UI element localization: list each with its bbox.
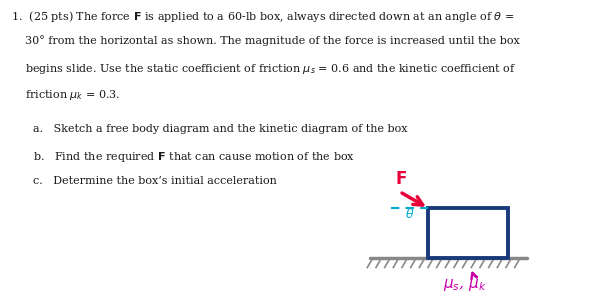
Text: friction $\mu_k$ = 0.3.: friction $\mu_k$ = 0.3. [11, 88, 120, 102]
Text: a.   Sketch a free body diagram and the kinetic diagram of the box: a. Sketch a free body diagram and the ki… [33, 124, 407, 134]
Text: b.   Find the required $\mathbf{F}$ that can cause motion of the box: b. Find the required $\mathbf{F}$ that c… [33, 150, 355, 164]
Text: $\theta$: $\theta$ [405, 207, 414, 221]
Text: $\mathbf{F}$: $\mathbf{F}$ [395, 170, 407, 188]
Bar [428, 208, 508, 258]
Text: begins slide. Use the static coefficient of friction $\mu_s$ = 0.6 and the kinet: begins slide. Use the static coefficient… [11, 62, 516, 76]
Text: $\mu_s$, $\mu_k$: $\mu_s$, $\mu_k$ [443, 277, 486, 293]
Text: 30° from the horizontal as shown. The magnitude of the force is increased until : 30° from the horizontal as shown. The ma… [11, 35, 519, 46]
Text: 1.  (25 pts) The force $\mathbf{F}$ is applied to a 60-lb box, always directed d: 1. (25 pts) The force $\mathbf{F}$ is ap… [11, 9, 514, 24]
Text: c.   Determine the box’s initial acceleration: c. Determine the box’s initial accelerat… [33, 176, 277, 186]
